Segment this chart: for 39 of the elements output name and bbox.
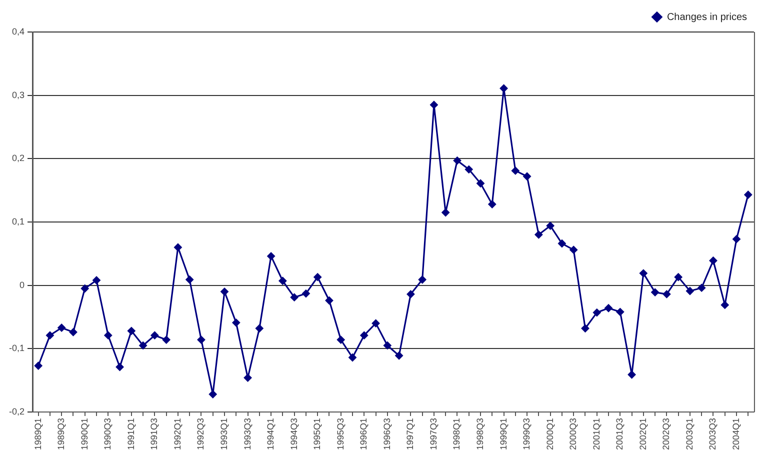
y-tick-label: -0,2 [8,406,25,416]
x-tick-label: 2002Q1 [638,418,648,450]
legend-label: Changes in prices [666,12,748,23]
y-tick-label: -0,1 [8,343,25,354]
x-tick-label: 1991Q1 [126,418,136,450]
x-tick-label: 2001Q3 [614,418,625,450]
x-tick-label: 1991Q3 [149,418,160,450]
x-tick-label: 2000Q1 [544,418,555,450]
x-tick-label: 2003Q1 [684,418,694,450]
x-tick-label: 2002Q3 [661,418,672,450]
x-tick-label: 1996Q1 [358,418,369,450]
x-tick-label: 1997Q3 [428,418,438,450]
x-tick-label: 2004Q1 [731,418,741,450]
y-tick-label: 0,4 [12,26,25,36]
x-tick-label: 1994Q3 [288,418,299,450]
x-tick-label: 2000Q3 [568,418,578,450]
x-tick-label: 2003Q3 [708,418,718,450]
y-tick-label: 0,2 [12,153,25,164]
x-tick-label: 1992Q3 [196,418,206,450]
x-tick-label: 1997Q1 [405,418,416,450]
x-tick-label: 1998Q3 [474,418,485,450]
x-tick-label: 1995Q1 [312,418,322,450]
x-tick-label: 1996Q3 [382,418,392,450]
x-tick-label: 1998Q1 [452,418,462,450]
x-tick-label: 1999Q1 [498,418,508,450]
x-tick-label: 1993Q3 [242,418,252,450]
y-tick-label: 0,1 [12,216,25,226]
x-tick-label: 1994Q1 [266,418,276,450]
y-tick-label: 0 [19,280,25,290]
x-tick-label: 1999Q3 [522,418,532,450]
x-tick-label: 1995Q3 [335,418,346,450]
x-tick-label: 1990Q1 [79,418,90,450]
x-tick-label: 1990Q3 [102,418,113,450]
x-tick-label: 2001Q1 [591,418,602,450]
y-tick-label: 0,3 [12,90,25,100]
x-tick-label: 1989Q3 [56,418,66,450]
x-tick-label: 1989Q1 [32,418,43,450]
x-tick-label: 1992Q1 [172,418,182,450]
x-tick-label: 1993Q1 [218,418,229,450]
